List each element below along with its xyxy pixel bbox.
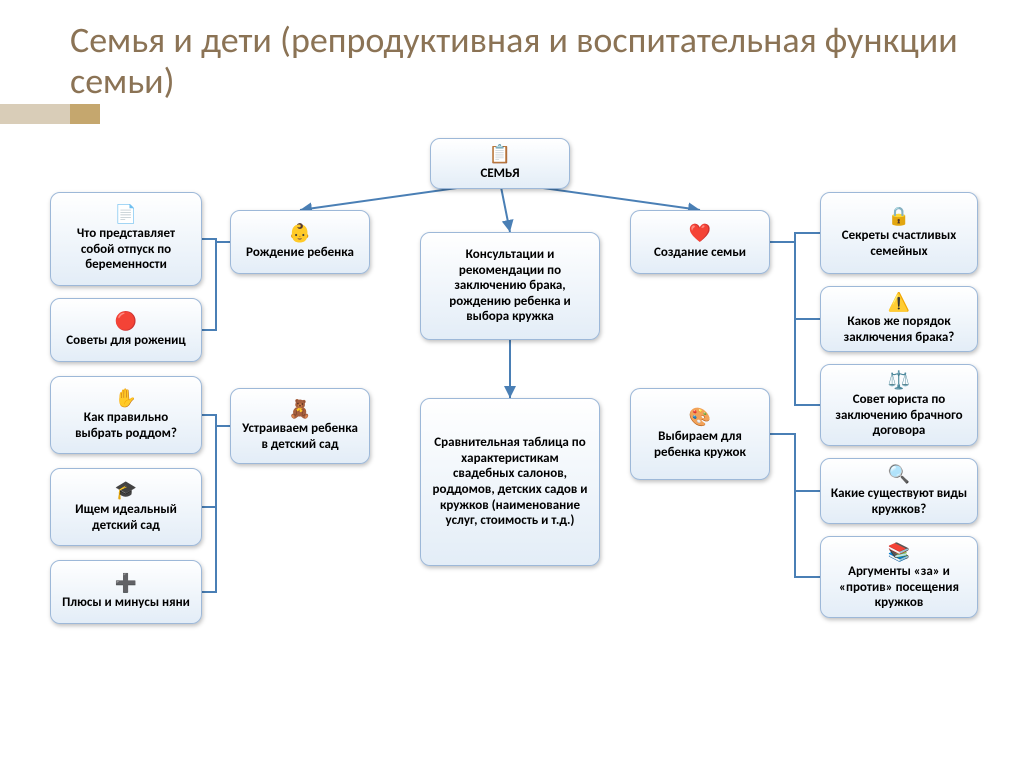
node-l3-label: Как правильно выбрать роддом? — [59, 410, 193, 441]
node-birth-label: Рождение ребенка — [246, 245, 354, 261]
node-r1-label: Секреты счастливых семейных — [829, 228, 969, 259]
node-birth-icon: 👶 — [289, 224, 311, 242]
node-root-label: СЕМЬЯ — [480, 166, 519, 182]
node-create-label: Создание семьи — [654, 245, 746, 261]
node-l5: ➕ Плюсы и минусы няни — [50, 560, 202, 624]
node-r3-label: Совет юриста по заключению брачного дого… — [829, 392, 969, 439]
node-club-label: Выбираем для ребенка кружок — [639, 429, 761, 460]
node-club-icon: 🎨 — [689, 408, 711, 426]
node-l4: 🎓 Ищем идеальный детский сад — [50, 468, 202, 546]
node-root: 📋 СЕМЬЯ — [430, 138, 570, 189]
node-r4-label: Какие существуют виды кружков? — [829, 486, 969, 517]
node-r4: 🔍 Какие существуют виды кружков? — [820, 458, 978, 524]
node-r1-icon: 🔒 — [888, 207, 910, 225]
node-create-icon: ❤️ — [689, 224, 711, 242]
node-l2-icon: 🔴 — [115, 312, 137, 330]
node-l3: ✋ Как правильно выбрать роддом? — [50, 376, 202, 454]
node-table-label: Сравнительная таблица по характеристикам… — [429, 435, 591, 529]
node-l5-icon: ➕ — [115, 574, 137, 592]
accent-bar-dark — [70, 104, 100, 124]
node-kinder-icon: 🧸 — [289, 400, 311, 418]
node-root-icon: 📋 — [489, 145, 511, 163]
node-r3-icon: ⚖️ — [888, 371, 910, 389]
accent-bar-light — [0, 104, 70, 124]
node-l1: 📄 Что представляет собой отпуск по береме… — [50, 192, 202, 286]
node-kinder-label: Устраиваем ребенка в детский сад — [239, 421, 361, 452]
node-r5-icon: 📚 — [888, 543, 910, 561]
node-l5-label: Плюсы и минусы няни — [62, 595, 190, 611]
node-r3: ⚖️ Совет юриста по заключению брачного до… — [820, 364, 978, 446]
node-r2-icon: ⚠️ — [888, 293, 910, 311]
node-kinder: 🧸 Устраиваем ребенка в детский сад — [230, 388, 370, 464]
node-r4-icon: 🔍 — [888, 465, 910, 483]
node-l2: 🔴 Советы для рожениц — [50, 298, 202, 362]
node-l2-label: Советы для рожениц — [66, 333, 185, 349]
node-l1-label: Что представляет собой отпуск по беремен… — [59, 226, 193, 273]
node-birth: 👶 Рождение ребенка — [230, 210, 370, 274]
node-consult-label: Консультации и рекомендации по заключени… — [429, 247, 591, 325]
node-consult: Консультации и рекомендации по заключени… — [420, 232, 600, 340]
node-l3-icon: ✋ — [115, 389, 137, 407]
node-r5: 📚 Аргументы «за» и «против» посещения кру… — [820, 536, 978, 618]
node-l1-icon: 📄 — [115, 205, 137, 223]
page-title: Семья и дети (репродуктивная и воспитате… — [70, 20, 1024, 103]
node-l4-icon: 🎓 — [115, 481, 137, 499]
node-l4-label: Ищем идеальный детский сад — [59, 502, 193, 533]
node-r1: 🔒 Секреты счастливых семейных — [820, 192, 978, 274]
node-club: 🎨 Выбираем для ребенка кружок — [630, 388, 770, 480]
node-table: Сравнительная таблица по характеристикам… — [420, 398, 600, 566]
node-r2-label: Каков же порядок заключения брака? — [829, 314, 969, 345]
node-r5-label: Аргументы «за» и «против» посещения круж… — [829, 564, 969, 611]
node-create: ❤️ Создание семьи — [630, 210, 770, 274]
node-r2: ⚠️ Каков же порядок заключения брака? — [820, 286, 978, 352]
